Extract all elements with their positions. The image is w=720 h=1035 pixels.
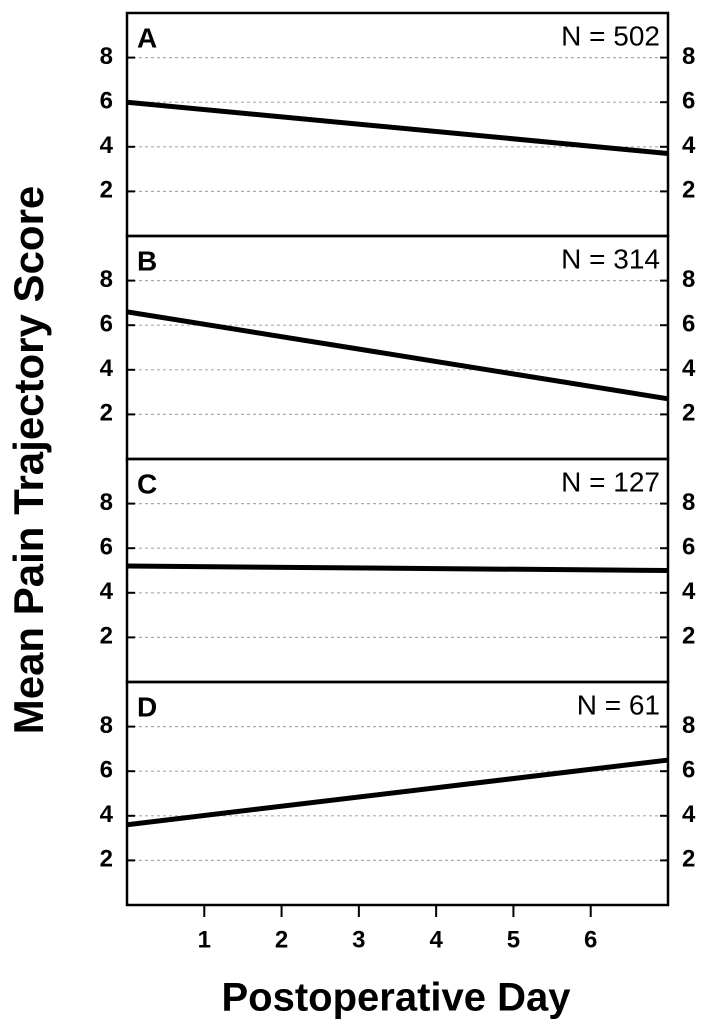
- y-tick-label: 2: [100, 400, 113, 427]
- panel-label: C: [137, 468, 157, 499]
- y-tick-label: 4: [100, 132, 114, 159]
- x-tick-label: 2: [275, 926, 288, 953]
- y-tick-label: 6: [100, 534, 113, 561]
- panel-label: B: [137, 245, 157, 276]
- y-tick-label: 4: [682, 132, 696, 159]
- y-axis-label: Mean Pain Trajectory Score: [5, 186, 52, 735]
- y-tick-label: 4: [682, 578, 696, 605]
- y-tick-label: 6: [682, 311, 695, 338]
- y-tick-label: 8: [682, 712, 695, 739]
- y-tick-label: 8: [682, 489, 695, 516]
- y-tick-label: 2: [100, 623, 113, 650]
- y-tick-label: 6: [100, 757, 113, 784]
- x-tick-label: 3: [352, 926, 365, 953]
- y-tick-label: 8: [682, 43, 695, 70]
- panel-label: A: [137, 22, 157, 53]
- annotation: N = 314: [561, 243, 660, 274]
- y-tick-label: 6: [100, 311, 113, 338]
- y-tick-label: 6: [682, 88, 695, 115]
- panel-label: D: [137, 691, 157, 722]
- y-tick-label: 6: [682, 534, 695, 561]
- annotation: N = 61: [577, 689, 660, 720]
- y-tick-label: 6: [682, 757, 695, 784]
- trend-line: [126, 309, 669, 402]
- x-tick-label: 1: [198, 926, 211, 953]
- y-tick-label: 6: [100, 88, 113, 115]
- y-tick-label: 8: [682, 266, 695, 293]
- y-tick-label: 4: [100, 801, 114, 828]
- x-axis-label: Postoperative Day: [221, 976, 571, 1020]
- y-tick-label: 4: [682, 801, 696, 828]
- x-tick-label: 4: [429, 926, 443, 953]
- annotation: N = 502: [561, 20, 660, 51]
- y-tick-label: 8: [100, 43, 113, 70]
- y-tick-label: 2: [682, 177, 695, 204]
- y-tick-label: 8: [100, 266, 113, 293]
- y-tick-label: 8: [100, 489, 113, 516]
- trend-line: [126, 757, 669, 828]
- y-tick-label: 4: [682, 355, 696, 382]
- y-tick-label: 8: [100, 712, 113, 739]
- y-tick-label: 4: [100, 355, 114, 382]
- trend-line: [126, 99, 669, 156]
- annotation: N = 127: [561, 466, 660, 497]
- x-tick-label: 6: [584, 926, 597, 953]
- panel-frame: [125, 680, 670, 907]
- x-tick-label: 5: [507, 926, 520, 953]
- trend-line: [126, 563, 669, 573]
- y-tick-label: 4: [100, 578, 114, 605]
- y-tick-label: 2: [682, 400, 695, 427]
- y-tick-label: 2: [100, 177, 113, 204]
- y-tick-label: 2: [682, 623, 695, 650]
- y-tick-label: 2: [682, 846, 695, 873]
- y-tick-label: 2: [100, 846, 113, 873]
